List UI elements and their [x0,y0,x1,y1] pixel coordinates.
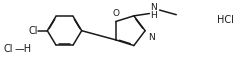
Text: Cl: Cl [4,44,13,54]
Text: HCl: HCl [217,15,234,25]
Text: —H: —H [14,44,32,54]
Text: Cl: Cl [28,26,38,36]
Text: N: N [151,3,157,12]
Text: O: O [112,9,119,18]
Text: H: H [151,11,157,20]
Text: N: N [148,33,154,42]
